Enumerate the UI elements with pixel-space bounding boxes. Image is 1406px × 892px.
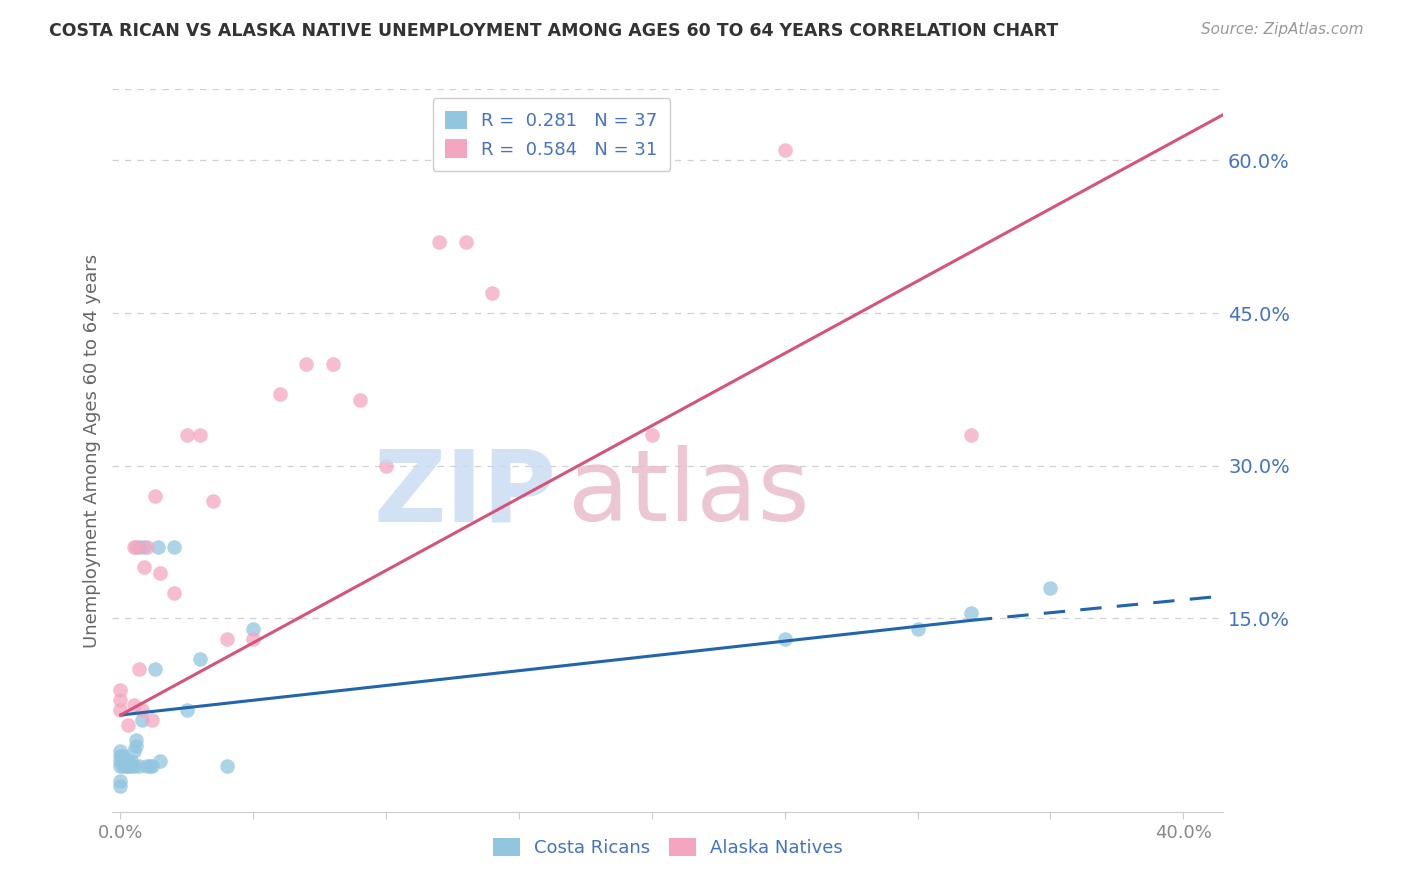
Legend: Costa Ricans, Alaska Natives: Costa Ricans, Alaska Natives [485, 830, 851, 864]
Point [110, 744, 132, 758]
Point [141, 713, 163, 727]
Point [959, 428, 981, 442]
Point [454, 235, 477, 249]
Point [773, 632, 796, 646]
Point [122, 759, 145, 773]
Point [1039, 581, 1062, 595]
Point [120, 759, 142, 773]
Point [110, 754, 132, 768]
Point [110, 779, 132, 793]
Point [110, 703, 132, 717]
Point [215, 759, 238, 773]
Point [907, 622, 929, 636]
Point [112, 754, 135, 768]
Point [131, 713, 153, 727]
Point [162, 540, 184, 554]
Point [110, 774, 132, 789]
Point [122, 744, 145, 758]
Point [959, 607, 981, 621]
Text: atlas: atlas [568, 445, 810, 542]
Point [322, 357, 344, 371]
Point [427, 235, 450, 249]
Point [269, 387, 291, 401]
Point [134, 560, 156, 574]
Point [136, 540, 159, 554]
Point [117, 718, 139, 732]
Point [242, 622, 264, 636]
Point [143, 489, 166, 503]
Point [117, 759, 139, 773]
Point [122, 540, 145, 554]
Point [110, 693, 132, 707]
Point [188, 652, 211, 666]
Point [125, 733, 148, 747]
Point [117, 754, 139, 768]
Point [641, 428, 664, 442]
Point [131, 703, 153, 717]
Point [128, 759, 150, 773]
Point [295, 357, 318, 371]
Point [110, 748, 132, 763]
Point [176, 703, 198, 717]
Point [134, 540, 156, 554]
Point [112, 759, 135, 773]
Point [146, 540, 169, 554]
Point [773, 143, 796, 157]
Point [110, 682, 132, 697]
Point [162, 586, 184, 600]
Point [215, 632, 238, 646]
Point [120, 754, 142, 768]
Point [481, 285, 503, 300]
Text: ZIP: ZIP [374, 445, 557, 542]
Point [110, 759, 132, 773]
Point [128, 540, 150, 554]
Point [112, 748, 135, 763]
Y-axis label: Unemployment Among Ages 60 to 64 years: Unemployment Among Ages 60 to 64 years [83, 253, 101, 648]
Point [122, 698, 145, 712]
Point [141, 759, 163, 773]
Point [242, 632, 264, 646]
Point [125, 540, 148, 554]
Point [149, 566, 172, 580]
Point [349, 392, 371, 407]
Point [114, 759, 136, 773]
Point [149, 754, 172, 768]
Point [176, 428, 198, 442]
Point [188, 428, 211, 442]
Point [125, 739, 148, 753]
Point [128, 662, 150, 676]
Text: Source: ZipAtlas.com: Source: ZipAtlas.com [1201, 22, 1364, 37]
Point [375, 458, 398, 473]
Point [202, 494, 225, 508]
Point [136, 759, 159, 773]
Point [138, 759, 160, 773]
Point [143, 662, 166, 676]
Text: COSTA RICAN VS ALASKA NATIVE UNEMPLOYMENT AMONG AGES 60 TO 64 YEARS CORRELATION : COSTA RICAN VS ALASKA NATIVE UNEMPLOYMEN… [49, 22, 1059, 40]
